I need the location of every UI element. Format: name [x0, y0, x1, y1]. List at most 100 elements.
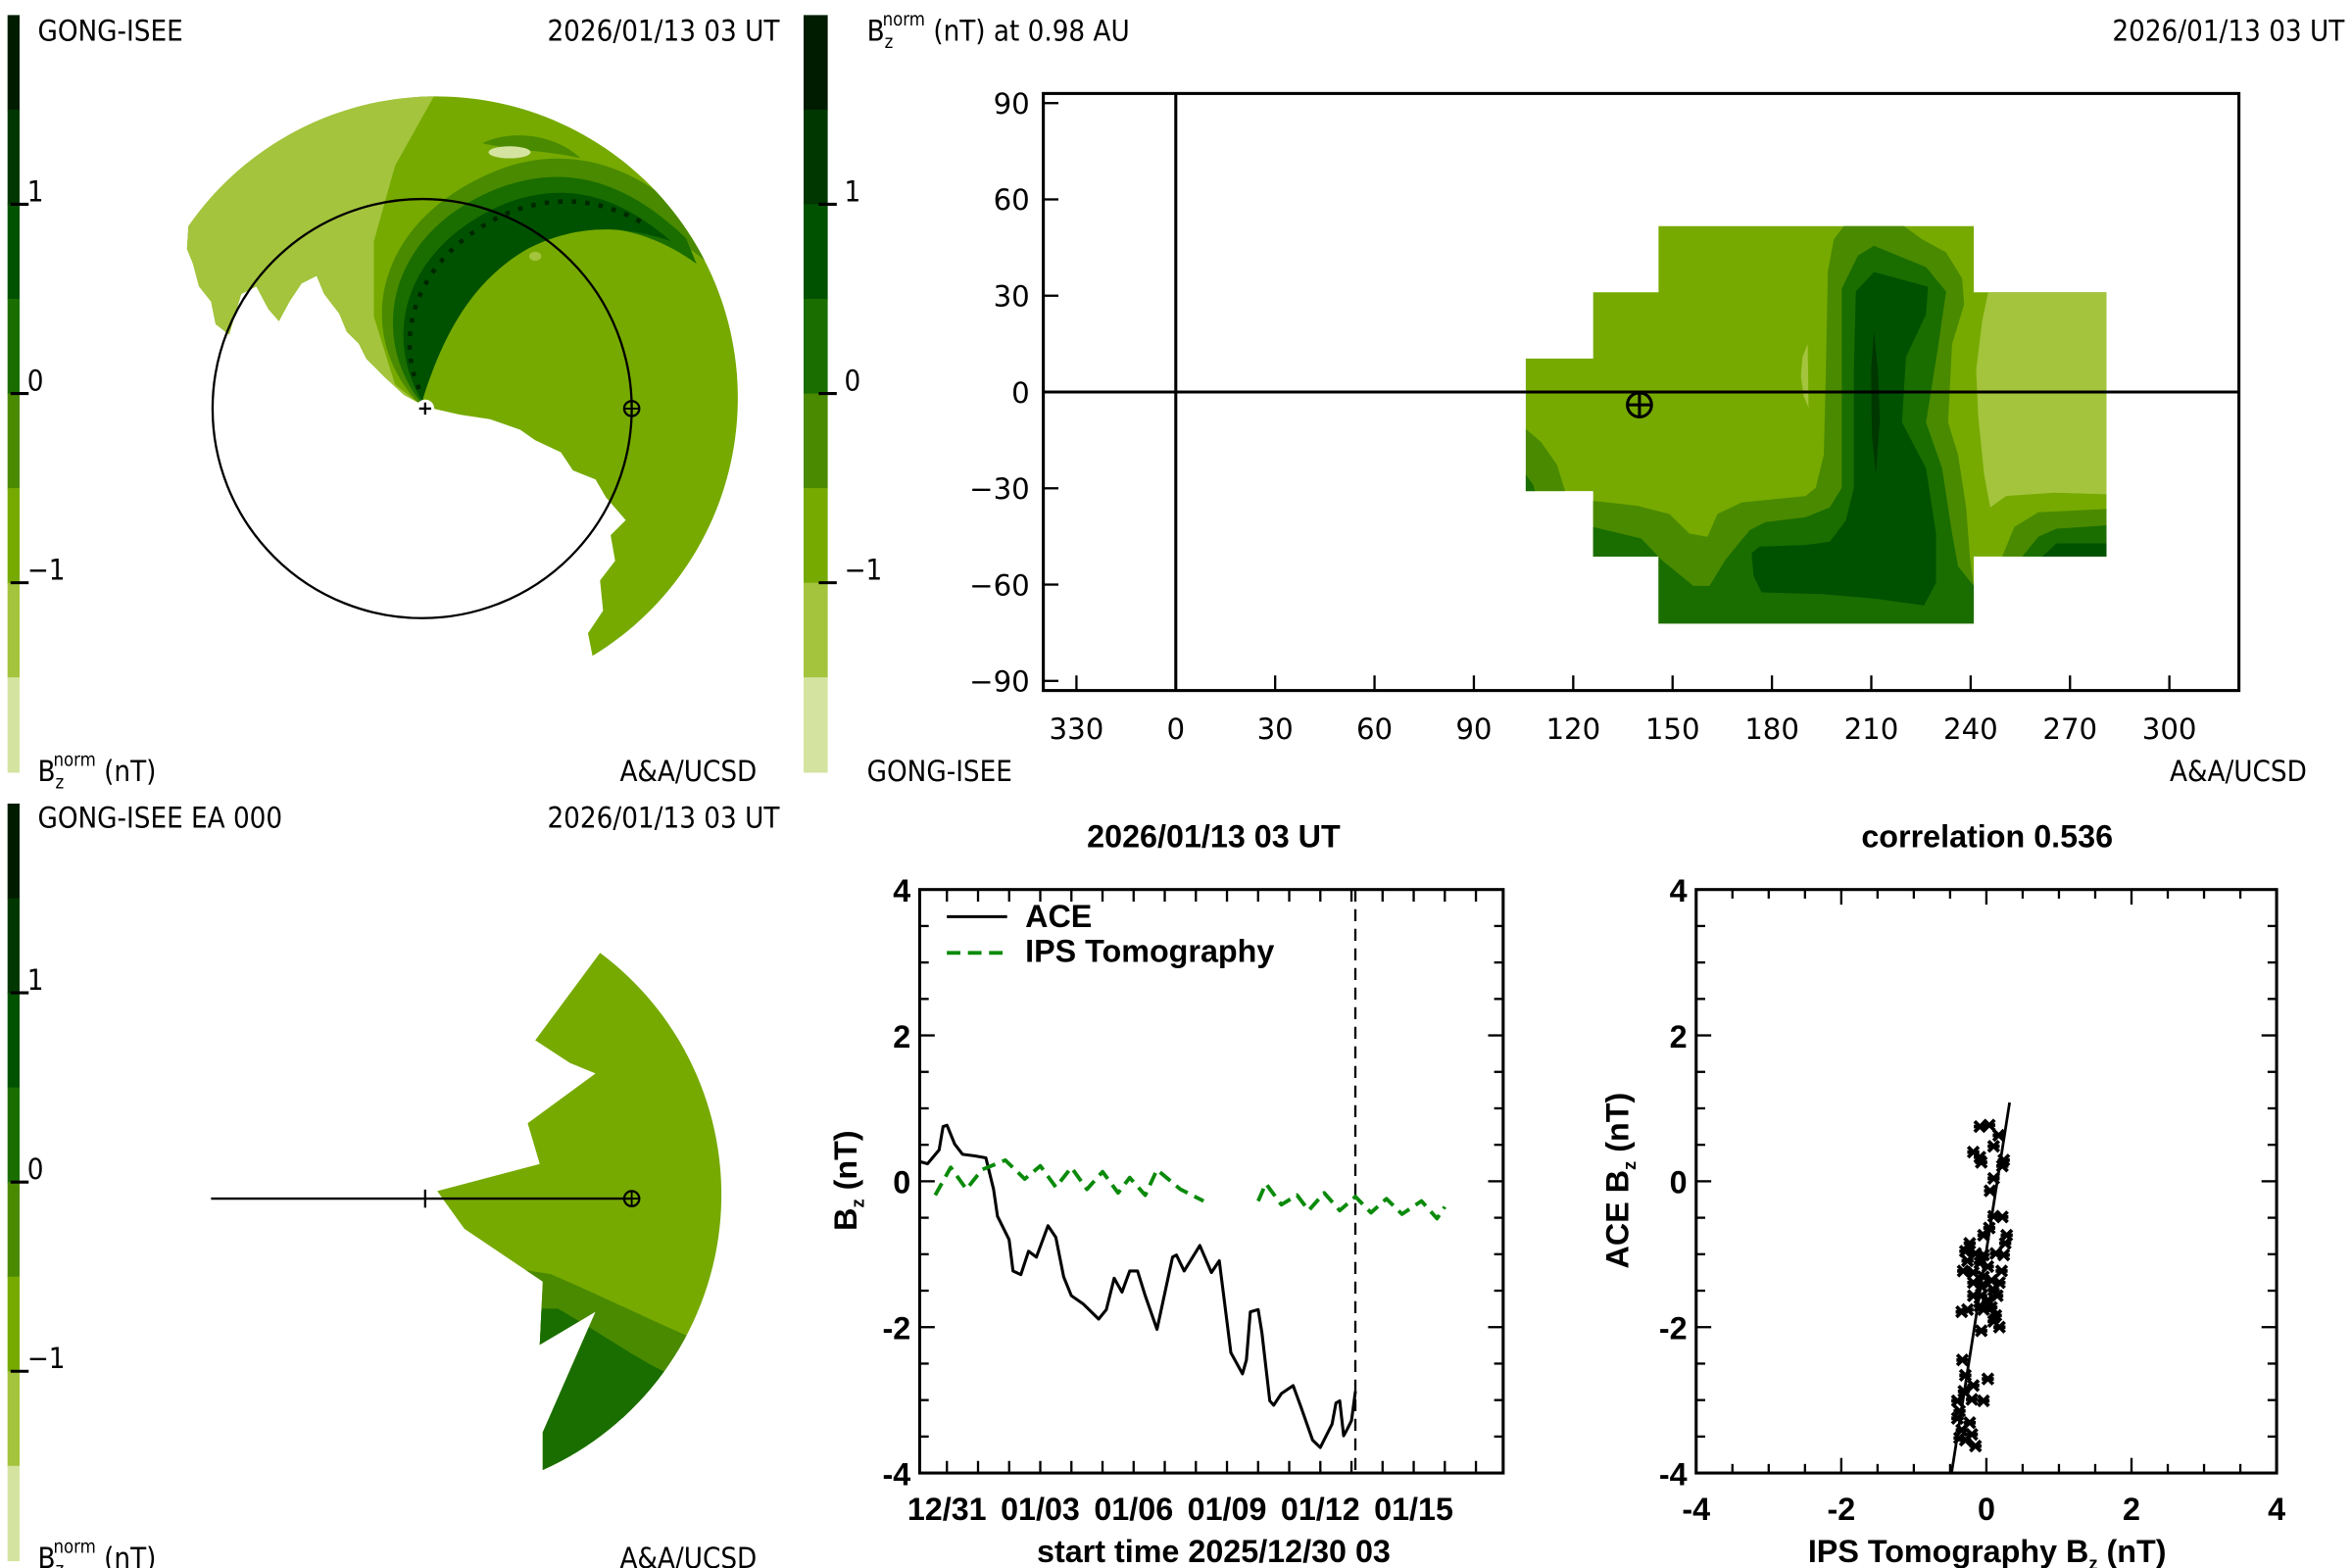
data-point — [1975, 1324, 1988, 1338]
y-tick-label: 60 — [994, 183, 1030, 217]
colorbar-band — [7, 299, 20, 395]
x-tick-label: 01/12 — [1281, 1492, 1360, 1527]
map-title: Bznorm (nT) at 0.98 AU — [867, 10, 1130, 53]
colorbar-band — [804, 677, 828, 773]
colorbar-units: Bznorm (nT) — [37, 751, 156, 794]
plot-frame — [1694, 888, 2278, 1475]
x-tick-label: 150 — [1645, 712, 1700, 746]
legend-label-ips: IPS Tomography — [1025, 934, 1274, 969]
x-tick-label: 210 — [1844, 712, 1899, 746]
sun-plus-icon — [418, 402, 431, 416]
colorbar-band — [7, 1465, 20, 1562]
timeseries-chart: 2026/01/13 03 UT 4 2 0 -2 -412/31 01/03 01/06 0… — [828, 819, 1505, 1568]
data-point — [1995, 1210, 2009, 1224]
data-point — [1977, 1302, 1990, 1317]
earth-icon — [622, 1190, 641, 1207]
colorbar-band — [804, 582, 828, 678]
colorbar-band — [804, 299, 828, 395]
earth-cross — [1627, 392, 1652, 417]
data-point — [1955, 1353, 1970, 1367]
colorbar-band — [804, 488, 828, 584]
data-point — [1969, 1439, 1983, 1453]
y-tick-label: -4 — [883, 1456, 911, 1492]
x-tick-label: 01/06 — [1094, 1492, 1173, 1527]
timeseries-series — [919, 1123, 1446, 1449]
colorbar-band — [7, 1276, 20, 1372]
series-line-ips-tomography — [933, 1157, 1205, 1203]
top-right-panel: 1 0 −1 Bznorm (nT) at 0.98 AU 2026/01/13 0… — [804, 10, 2345, 788]
panel-time: 2026/01/13 03 UT — [2112, 15, 2345, 48]
y-tick-label: 30 — [994, 280, 1030, 314]
panel-time: 2026/01/13 03 UT — [547, 802, 780, 835]
panel-source: GONG-ISEE — [37, 15, 182, 48]
plot-frame — [917, 888, 1505, 1475]
polar-field-map — [186, 96, 738, 657]
legend: ACE IPS Tomography — [947, 899, 1274, 969]
series-line-ace — [919, 1123, 1357, 1449]
credit: A&A/UCSD — [2170, 755, 2307, 788]
data-point — [1994, 1264, 2009, 1278]
top-left-panel: 1 0 −1 GONG-ISEE 2026/01/13 03 UT Bznorm (… — [7, 15, 780, 794]
credit: A&A/UCSD — [619, 1542, 757, 1568]
y-tick-label: 0 — [893, 1165, 910, 1200]
colorbar-band — [7, 15, 20, 111]
colorbar-units: Bznorm (nT) — [37, 1538, 156, 1568]
colorbar-tick-label: −1 — [27, 1342, 66, 1375]
y-tick-label: -2 — [1659, 1311, 1688, 1347]
colorbar-band — [7, 1087, 20, 1183]
colorbar-band — [7, 804, 20, 900]
x-tick-label: 2 — [2123, 1492, 2140, 1527]
colorbar-tick-label: 1 — [27, 963, 44, 997]
data-point — [1981, 1259, 1995, 1274]
data-point — [1950, 1394, 1964, 1408]
data-point — [1986, 1171, 2001, 1186]
x-tick-label: 180 — [1744, 712, 1799, 746]
credit: A&A/UCSD — [619, 755, 757, 788]
y-tick-label: -2 — [883, 1311, 911, 1347]
scatter-points — [1950, 1102, 2014, 1474]
data-point — [1952, 1431, 1967, 1446]
colorbar-band — [7, 1182, 20, 1278]
data-point — [1986, 1139, 2001, 1153]
colorbar-band — [7, 582, 20, 678]
colorbar-band — [804, 393, 828, 489]
colorbar-top-left: 1 0 −1 — [7, 15, 66, 773]
x-tick-label: 300 — [2142, 712, 2197, 746]
colorbar-tick-label: −1 — [845, 554, 883, 587]
data-point — [1997, 1248, 2011, 1262]
colorbar-band — [7, 993, 20, 1089]
data-point — [1977, 1248, 1990, 1262]
data-point — [1995, 1159, 2009, 1173]
data-point — [1983, 1221, 1996, 1235]
data-point — [1977, 1394, 1990, 1408]
data-point — [1981, 1372, 1995, 1386]
y-tick-label: 4 — [893, 873, 910, 908]
colorbar-band — [804, 109, 828, 206]
panel-source: GONG-ISEE EA 000 — [37, 802, 282, 835]
data-point — [1966, 1379, 1981, 1393]
panel-time: 2026/01/13 03 UT — [547, 15, 780, 48]
y-tick-label: -4 — [1659, 1456, 1688, 1492]
polar-field-map — [211, 953, 722, 1470]
data-point — [1950, 1411, 1964, 1425]
y-tick-label: 0 — [1011, 376, 1030, 410]
x-tick-label: 60 — [1356, 712, 1393, 746]
colorbar-band — [804, 15, 828, 111]
map-axes: 330 0 30 60 90 120 150 180 210 240 270 3009060300−3… — [969, 87, 2241, 746]
y-tick-label: −30 — [969, 472, 1030, 506]
data-point — [1963, 1236, 1977, 1250]
x-axis-label: start time 2025/12/30 03 — [1037, 1534, 1391, 1568]
colorbar-band — [7, 1371, 20, 1467]
colorbar-tick-label: −1 — [27, 554, 66, 587]
x-tick-label: 120 — [1545, 712, 1600, 746]
colorbar-tick-label: 0 — [27, 364, 44, 397]
y-tick-label: −90 — [969, 665, 1030, 699]
timeseries-axes: 4 2 0 -2 -412/31 01/03 01/06 01/09 01/12 01/15 — [883, 873, 1503, 1527]
map-contours — [1525, 225, 2107, 624]
x-tick-label: 01/03 — [1001, 1492, 1080, 1527]
x-tick-label: 90 — [1455, 712, 1492, 746]
data-point — [1960, 1253, 1975, 1268]
data-point — [1975, 1155, 1988, 1169]
x-tick-label: 4 — [2268, 1492, 2285, 1527]
